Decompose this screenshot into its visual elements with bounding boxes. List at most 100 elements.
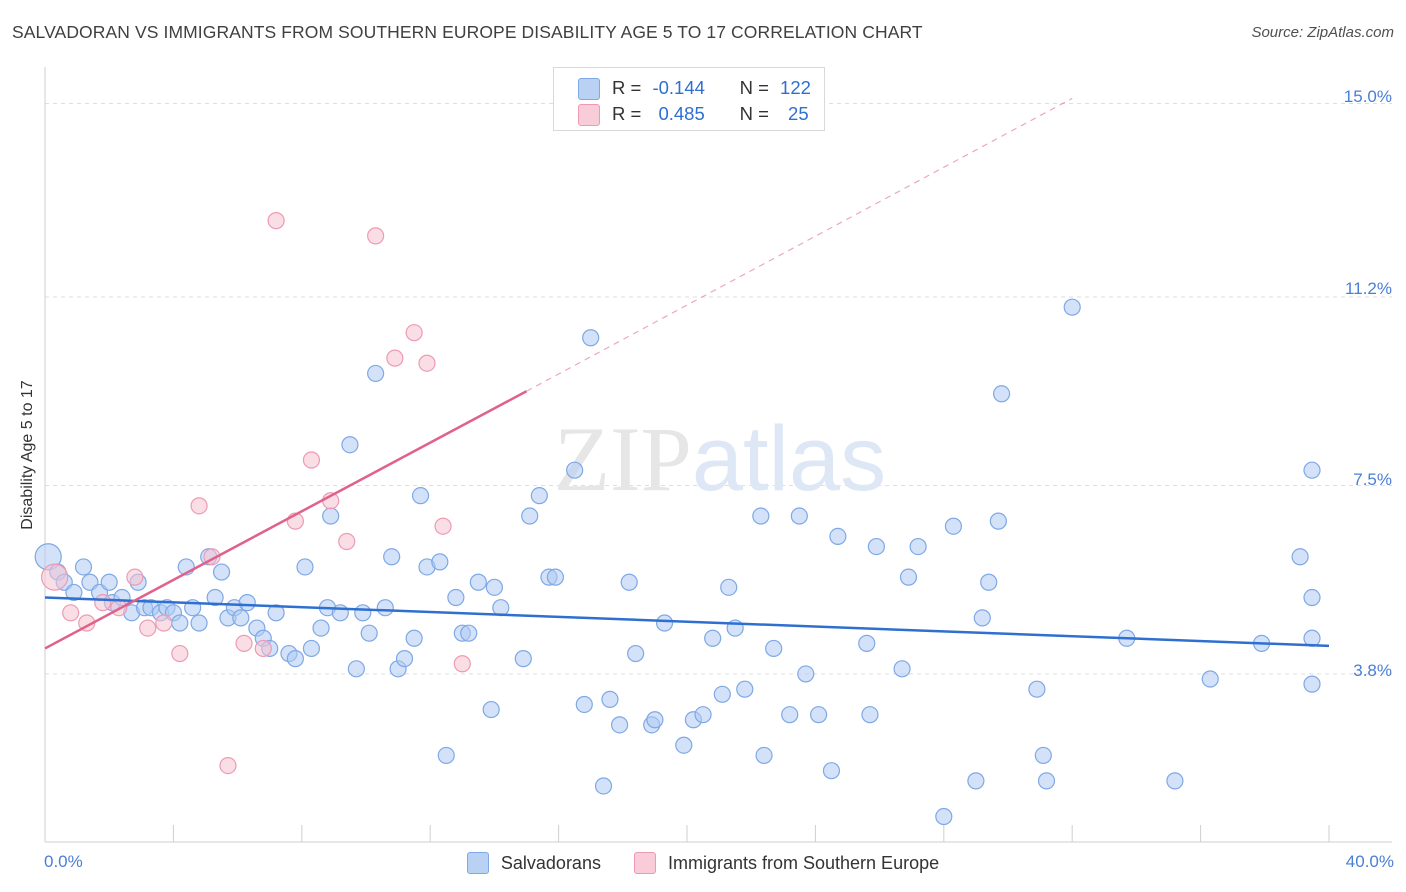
salvadorans-point [797, 665, 815, 683]
salvadorans-point [627, 644, 645, 663]
southern-europe-point [171, 644, 189, 663]
salvadorans-point [575, 695, 593, 714]
southern-europe-point [235, 634, 253, 652]
southern-europe-point [267, 212, 285, 230]
southern-europe-point [367, 227, 385, 245]
salvadorans-point [858, 634, 876, 652]
source-label: Source: ZipAtlas.com [1251, 24, 1394, 41]
salvadorans-point [530, 487, 548, 505]
salvadorans-point [713, 685, 731, 703]
watermark-atlas: atlas [692, 408, 886, 510]
salvadorans-point [1037, 772, 1056, 790]
salvadorans-point [1291, 548, 1309, 566]
salvadorans-point [367, 364, 385, 383]
salvadorans-point [655, 614, 674, 632]
legend-r-value: 0.485 [658, 103, 705, 124]
salvadorans-point [566, 461, 584, 479]
watermark: ZIPatlas [554, 408, 886, 510]
salvadorans-point [469, 573, 487, 591]
legend-label: Immigrants from Southern Europe [667, 852, 940, 873]
salvadorans-point [514, 650, 532, 668]
legend-row-southern-europe: R = 0.485 N = 25 [578, 103, 809, 127]
southern-europe-point [254, 639, 272, 658]
southern-europe-point [386, 349, 404, 367]
salvadorans-point [1028, 680, 1046, 698]
salvadorans-point [973, 609, 991, 627]
legend-label: Salvadorans [500, 852, 601, 873]
salvadorans-point [447, 588, 465, 607]
salvadorans-point [736, 680, 754, 698]
southern-europe-point [302, 451, 321, 469]
trend-extension [526, 97, 1073, 392]
salvadorans-point [909, 537, 927, 556]
salvadorans-point [354, 604, 372, 622]
salvadorans-point [1166, 772, 1184, 790]
salvadorans-point [992, 385, 1011, 403]
legend-r-label: R = [612, 77, 642, 98]
legend-swatch-pink [578, 104, 600, 127]
salvadorans-point [610, 716, 629, 734]
southern-europe-trend-line [44, 390, 528, 650]
salvadorans-point [74, 558, 93, 576]
legend-r-value: -0.144 [652, 77, 705, 98]
salvadorans-point [267, 604, 285, 622]
legend-n-value: 122 [780, 77, 811, 98]
salvadorans-point [521, 507, 539, 525]
salvadorans-point [405, 629, 423, 647]
southern-europe-point [219, 756, 237, 775]
salvadorans-point [675, 736, 693, 754]
southern-europe-point [126, 568, 144, 586]
salvadorans-point [935, 807, 953, 826]
x-tick-label-min: 0.0% [44, 852, 83, 871]
salvadorans-point [190, 614, 208, 632]
salvadorans-point [347, 660, 365, 678]
salvadorans-point [296, 558, 314, 576]
legend-row-salvadorans: R = -0.144 N = 122 [578, 77, 811, 101]
salvadorans-point [899, 568, 918, 586]
salvadorans-point [944, 517, 963, 535]
salvadorans-point [232, 609, 250, 627]
salvadorans-point [720, 578, 738, 596]
legend-item-southern-europe: Immigrants from Southern Europe [633, 852, 940, 874]
southern-europe-point [155, 614, 173, 632]
salvadorans-point [752, 507, 770, 525]
salvadorans-point [781, 706, 799, 724]
salvadorans-point [620, 573, 638, 591]
salvadorans-point [704, 629, 722, 647]
southern-europe-point [434, 517, 452, 535]
y-tick-label: 15.0% [1343, 87, 1392, 106]
southern-europe-point [94, 594, 112, 612]
x-tick-label-max: 40.0% [1345, 852, 1394, 871]
series-legend: Salvadorans Immigrants from Southern Eur… [0, 852, 1406, 879]
salvadorans-point [967, 772, 985, 790]
salvadorans-point [65, 583, 83, 602]
salvadorans-point [212, 563, 231, 581]
salvadorans-point [546, 568, 564, 586]
salvadorans-point [601, 690, 619, 708]
salvadorans-point [1303, 588, 1321, 607]
watermark-zip: ZIP [554, 408, 692, 510]
salvadorans-point [360, 624, 378, 642]
southern-europe-point [453, 655, 471, 673]
salvadorans-trend-line [44, 596, 1330, 648]
legend-swatch-blue [578, 78, 600, 101]
legend-n-label: N = [739, 103, 769, 124]
salvadorans-point [341, 436, 359, 454]
salvadorans-point [989, 512, 1007, 530]
salvadorans-point [646, 711, 664, 729]
salvadorans-point [694, 706, 712, 724]
southern-europe-point [405, 324, 423, 342]
stats-legend: R = -0.144 N = 122 R = 0.485 N = 25 [553, 67, 825, 131]
salvadorans-point [482, 700, 500, 719]
salvadorans-point [395, 650, 414, 668]
southern-europe-point [62, 604, 80, 622]
southern-europe-point [418, 354, 436, 372]
salvadorans-point [376, 599, 394, 617]
salvadorans-point [810, 706, 828, 724]
southern-europe-point [190, 497, 208, 515]
salvadorans-point [485, 578, 503, 596]
salvadorans-point [1303, 461, 1321, 479]
salvadorans-point [829, 527, 847, 546]
salvadorans-point [582, 329, 600, 347]
salvadorans-point [437, 746, 455, 765]
